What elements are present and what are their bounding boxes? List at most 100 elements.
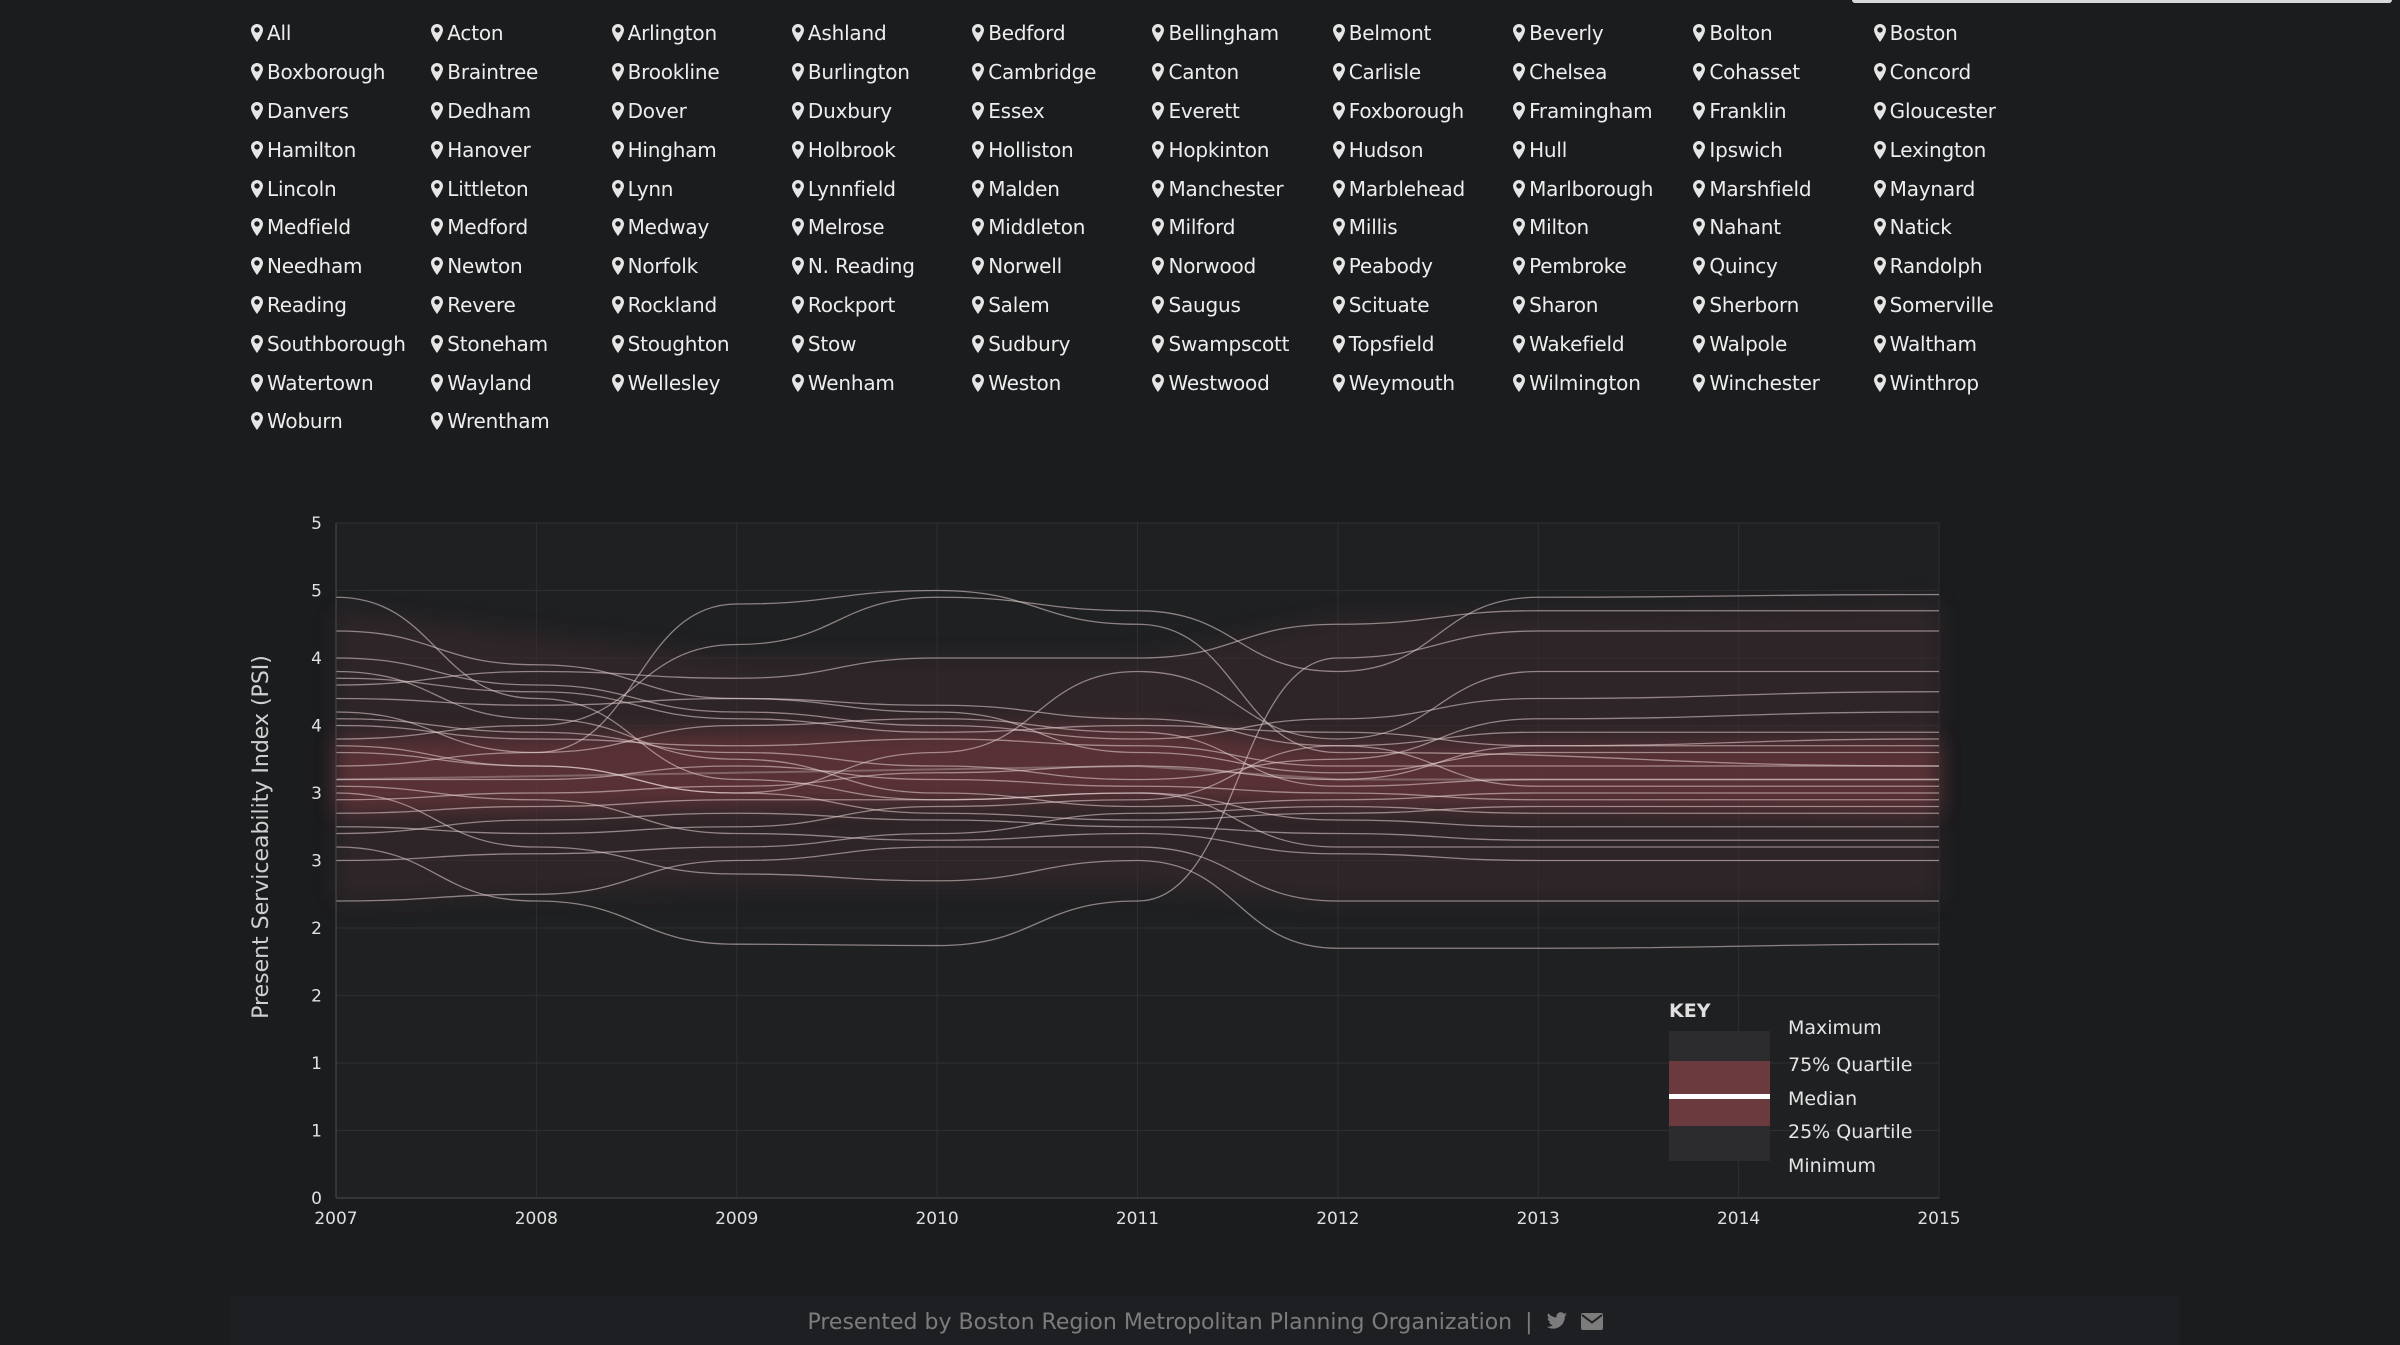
town-link[interactable]: Peabody bbox=[1332, 247, 1513, 286]
town-link[interactable]: Randolph bbox=[1873, 247, 2054, 286]
town-link[interactable]: Revere bbox=[431, 286, 611, 325]
town-link[interactable]: Concord bbox=[1873, 53, 2054, 92]
town-link[interactable]: Westwood bbox=[1152, 363, 1332, 402]
town-link[interactable]: Arlington bbox=[611, 14, 792, 53]
town-link[interactable]: Lynnfield bbox=[791, 169, 972, 208]
town-link[interactable]: Bedford bbox=[972, 14, 1152, 53]
town-link[interactable]: All bbox=[251, 14, 431, 53]
town-link[interactable]: Marlborough bbox=[1513, 169, 1693, 208]
town-link[interactable]: Needham bbox=[251, 247, 431, 286]
town-link[interactable]: Hull bbox=[1513, 130, 1693, 169]
town-link[interactable]: Carlisle bbox=[1332, 53, 1513, 92]
town-link[interactable]: Walpole bbox=[1693, 324, 1873, 363]
town-link[interactable]: Burlington bbox=[791, 53, 972, 92]
town-link[interactable]: Stoneham bbox=[431, 324, 611, 363]
town-link[interactable]: Melrose bbox=[791, 208, 972, 247]
town-link[interactable]: Cohasset bbox=[1693, 53, 1873, 92]
town-link[interactable]: Waltham bbox=[1873, 324, 2054, 363]
town-link[interactable]: Holbrook bbox=[791, 130, 972, 169]
town-link[interactable]: Dedham bbox=[431, 92, 611, 131]
town-link[interactable]: Scituate bbox=[1332, 286, 1513, 325]
town-link[interactable]: Lynn bbox=[611, 169, 792, 208]
town-link[interactable]: Medfield bbox=[251, 208, 431, 247]
town-link[interactable]: Southborough bbox=[251, 324, 431, 363]
town-link[interactable]: Bolton bbox=[1693, 14, 1873, 53]
town-link[interactable]: Stow bbox=[791, 324, 972, 363]
town-link[interactable]: Manchester bbox=[1152, 169, 1332, 208]
town-link[interactable]: Acton bbox=[431, 14, 611, 53]
town-link[interactable]: Beverly bbox=[1513, 14, 1693, 53]
town-link[interactable]: Boston bbox=[1873, 14, 2054, 53]
town-link[interactable]: Essex bbox=[972, 92, 1152, 131]
town-link[interactable]: Cambridge bbox=[972, 53, 1152, 92]
town-link[interactable]: Marblehead bbox=[1332, 169, 1513, 208]
town-link[interactable]: Danvers bbox=[251, 92, 431, 131]
town-link[interactable]: Lincoln bbox=[251, 169, 431, 208]
town-link[interactable]: Belmont bbox=[1332, 14, 1513, 53]
town-link[interactable]: Rockland bbox=[611, 286, 792, 325]
town-link[interactable]: Salem bbox=[972, 286, 1152, 325]
town-link[interactable]: Hopkinton bbox=[1152, 130, 1332, 169]
town-link[interactable]: Swampscott bbox=[1152, 324, 1332, 363]
town-link[interactable]: Sudbury bbox=[972, 324, 1152, 363]
town-link[interactable]: Natick bbox=[1873, 208, 2054, 247]
town-link[interactable]: Dover bbox=[611, 92, 792, 131]
town-link[interactable]: Somerville bbox=[1873, 286, 2054, 325]
town-link[interactable]: Chelsea bbox=[1513, 53, 1693, 92]
town-link[interactable]: Watertown bbox=[251, 363, 431, 402]
town-link[interactable]: Marshfield bbox=[1693, 169, 1873, 208]
town-link[interactable]: Wellesley bbox=[611, 363, 792, 402]
town-link[interactable]: Canton bbox=[1152, 53, 1332, 92]
town-link[interactable]: Pembroke bbox=[1513, 247, 1693, 286]
town-link[interactable]: Ashland bbox=[791, 14, 972, 53]
town-link[interactable]: Sherborn bbox=[1693, 286, 1873, 325]
town-link[interactable]: Norwell bbox=[972, 247, 1152, 286]
town-link[interactable]: Milton bbox=[1513, 208, 1693, 247]
town-link[interactable]: Nahant bbox=[1693, 208, 1873, 247]
town-link[interactable]: Holliston bbox=[972, 130, 1152, 169]
town-link[interactable]: Wrentham bbox=[431, 402, 611, 441]
town-link[interactable]: Norwood bbox=[1152, 247, 1332, 286]
town-link[interactable]: Hingham bbox=[611, 130, 792, 169]
town-link[interactable]: Sharon bbox=[1513, 286, 1693, 325]
town-link[interactable]: Woburn bbox=[251, 402, 431, 441]
town-link[interactable]: Hudson bbox=[1332, 130, 1513, 169]
town-link[interactable]: Weymouth bbox=[1332, 363, 1513, 402]
town-link[interactable]: Quincy bbox=[1693, 247, 1873, 286]
town-link[interactable]: Norfolk bbox=[611, 247, 792, 286]
town-link[interactable]: Milford bbox=[1152, 208, 1332, 247]
town-link[interactable]: Wakefield bbox=[1513, 324, 1693, 363]
town-link[interactable]: Brookline bbox=[611, 53, 792, 92]
town-link[interactable]: Millis bbox=[1332, 208, 1513, 247]
town-link[interactable]: Medford bbox=[431, 208, 611, 247]
town-link[interactable]: Foxborough bbox=[1332, 92, 1513, 131]
town-link[interactable]: Littleton bbox=[431, 169, 611, 208]
town-link[interactable]: Bellingham bbox=[1152, 14, 1332, 53]
town-link[interactable]: Stoughton bbox=[611, 324, 792, 363]
town-link[interactable]: Framingham bbox=[1513, 92, 1693, 131]
town-link[interactable]: Newton bbox=[431, 247, 611, 286]
town-link[interactable]: Wilmington bbox=[1513, 363, 1693, 402]
twitter-icon[interactable] bbox=[1546, 1311, 1568, 1336]
town-link[interactable]: Middleton bbox=[972, 208, 1152, 247]
town-link[interactable]: Lexington bbox=[1873, 130, 2054, 169]
town-link[interactable]: Topsfield bbox=[1332, 324, 1513, 363]
town-link[interactable]: N. Reading bbox=[791, 247, 972, 286]
town-link[interactable]: Wayland bbox=[431, 363, 611, 402]
town-link[interactable]: Everett bbox=[1152, 92, 1332, 131]
town-link[interactable]: Gloucester bbox=[1873, 92, 2054, 131]
town-link[interactable]: Hanover bbox=[431, 130, 611, 169]
town-link[interactable]: Wenham bbox=[791, 363, 972, 402]
town-link[interactable]: Malden bbox=[972, 169, 1152, 208]
town-link[interactable]: Winthrop bbox=[1873, 363, 2054, 402]
town-link[interactable]: Winchester bbox=[1693, 363, 1873, 402]
envelope-icon[interactable] bbox=[1580, 1311, 1603, 1336]
town-link[interactable]: Medway bbox=[611, 208, 792, 247]
town-link[interactable]: Franklin bbox=[1693, 92, 1873, 131]
town-link[interactable]: Weston bbox=[972, 363, 1152, 402]
town-link[interactable]: Maynard bbox=[1873, 169, 2054, 208]
town-link[interactable]: Saugus bbox=[1152, 286, 1332, 325]
town-link[interactable]: Ipswich bbox=[1693, 130, 1873, 169]
town-link[interactable]: Hamilton bbox=[251, 130, 431, 169]
town-link[interactable]: Reading bbox=[251, 286, 431, 325]
